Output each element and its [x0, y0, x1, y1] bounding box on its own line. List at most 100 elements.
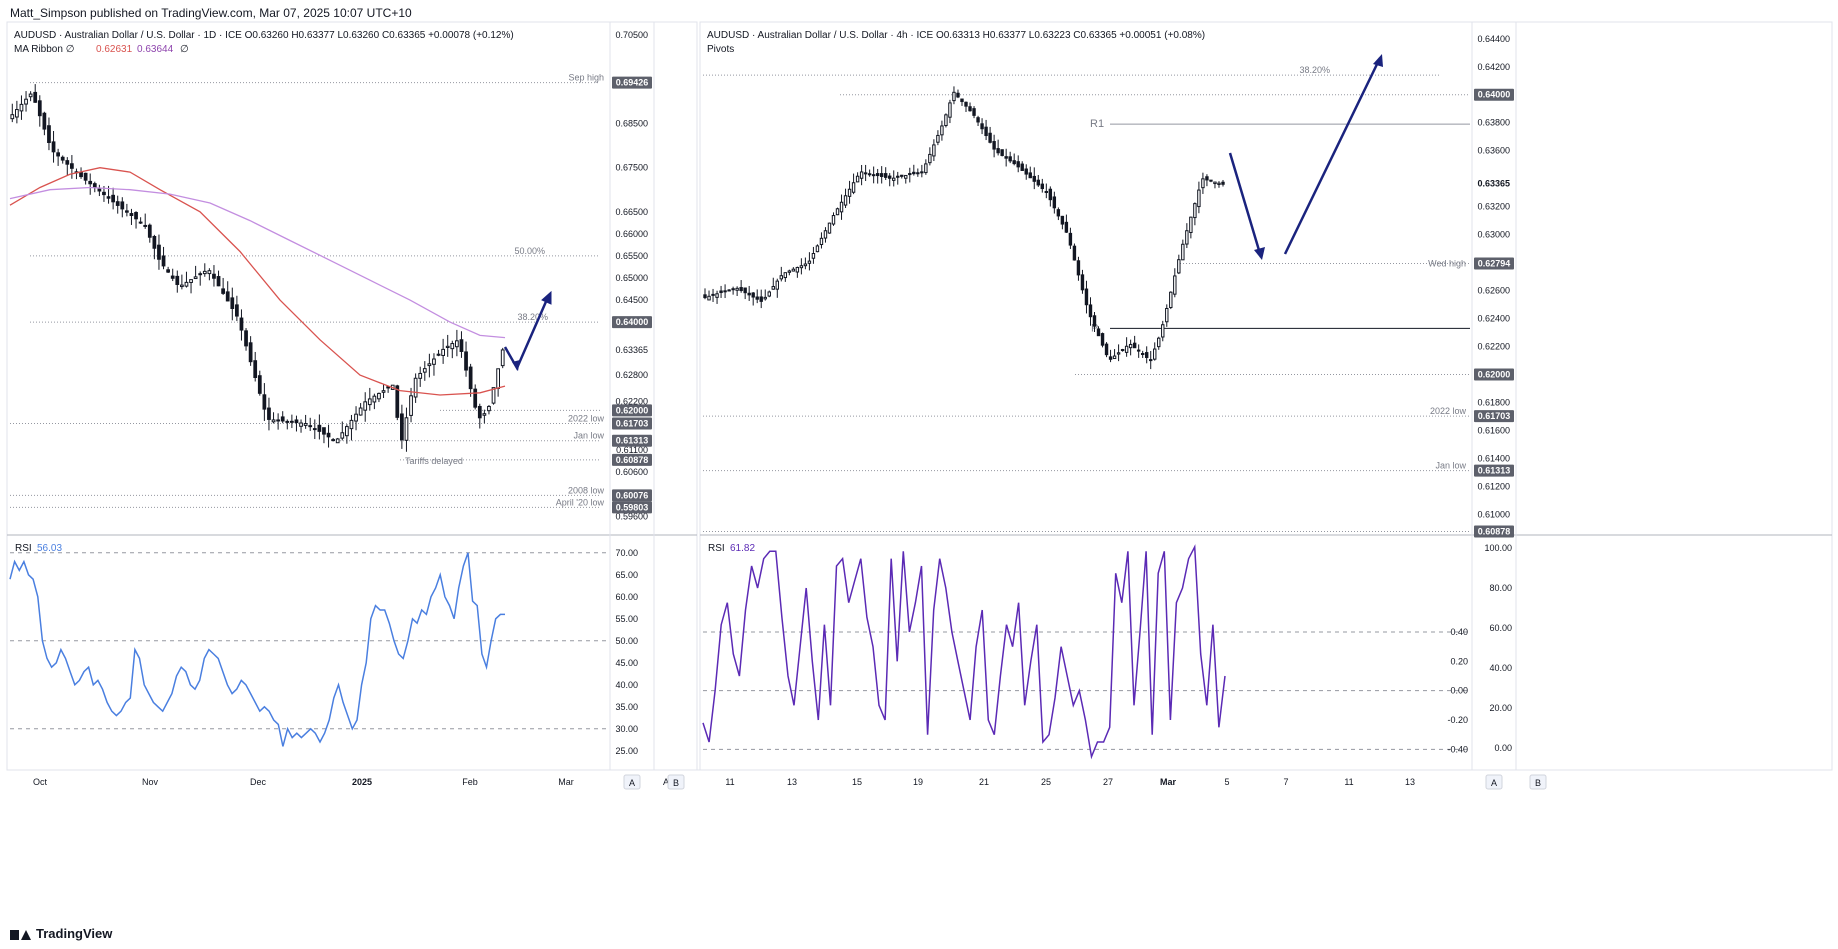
right-candle — [916, 172, 920, 175]
right-candle — [783, 272, 788, 279]
left-candle — [189, 279, 193, 283]
right-candle — [1028, 172, 1032, 179]
right-legend-title: AUDUSD · Australian Dollar / U.S. Dollar… — [707, 30, 1205, 41]
right-price-tick: 0.63200 — [1477, 202, 1510, 212]
right-candle — [831, 215, 836, 225]
right-candle — [1165, 307, 1169, 323]
left-price-tick: 0.62800 — [615, 370, 648, 380]
right-candle — [952, 91, 956, 102]
left-scale-btn-b — [667, 774, 685, 790]
right-candle — [1076, 260, 1081, 276]
right-candle — [992, 141, 996, 150]
left-candle — [340, 432, 345, 439]
right-candle — [1124, 345, 1129, 353]
left-candle — [225, 291, 230, 302]
right-candle — [739, 287, 743, 292]
right-candle — [735, 287, 739, 291]
left-level-label: Sep high — [568, 73, 604, 83]
right-price-tick: 0.63000 — [1477, 230, 1510, 240]
left-legend-hide: ∅ — [180, 44, 189, 55]
left-candle — [235, 304, 239, 317]
right-rsi-inner-tick: -0.40 — [1447, 744, 1468, 754]
left-candle — [19, 103, 24, 112]
right-price-tag — [1474, 88, 1514, 101]
left-candle — [115, 201, 120, 206]
right-candle — [1140, 353, 1145, 356]
right-candle — [1193, 203, 1197, 219]
right-candle — [948, 102, 952, 118]
left-candle — [111, 194, 115, 203]
right-price-tag — [1474, 410, 1514, 423]
right-candle — [1008, 156, 1012, 162]
right-candle — [896, 175, 900, 178]
right-candle — [871, 174, 876, 177]
left-candle — [363, 401, 368, 411]
left-candle — [198, 273, 203, 276]
left-candle — [294, 419, 299, 424]
right-candle — [1169, 291, 1173, 308]
right-candle — [795, 266, 800, 273]
ma-slow-line — [9, 186, 506, 339]
right-candle — [1052, 196, 1057, 209]
left-level-label: Jan low — [573, 431, 604, 441]
left-price-tick: 0.64500 — [615, 295, 648, 305]
left-level-label: 2008 low — [568, 485, 605, 495]
right-rsi-outer-tick: 100.00 — [1484, 543, 1512, 553]
right-down-arrow-head — [1254, 247, 1265, 260]
left-candle — [33, 91, 38, 103]
tradingview-footer[interactable]: TradingView — [10, 926, 112, 941]
right-price-tick: 0.63600 — [1477, 146, 1510, 156]
right-candle — [815, 245, 820, 253]
left-price-tag — [612, 489, 652, 502]
right-candle — [1161, 324, 1165, 338]
left-candle — [477, 405, 482, 419]
right-candle — [855, 175, 860, 183]
left-candle — [257, 375, 262, 394]
right-down-arrow — [1228, 152, 1263, 258]
left-rsi-tick: 55.00 — [615, 614, 638, 624]
left-candle — [180, 284, 184, 288]
right-candle — [827, 222, 832, 234]
left-candle — [202, 270, 207, 275]
right-candle — [879, 173, 884, 177]
right-price-tag — [1474, 257, 1514, 270]
left-price-tick: 0.61100 — [616, 445, 648, 455]
right-price-tick: 0.62600 — [1477, 286, 1510, 296]
right-price-tick: 0.61600 — [1477, 425, 1510, 435]
right-level-label: Wed high — [1428, 258, 1466, 268]
left-time-tick: Feb — [462, 777, 478, 787]
left-candle — [193, 276, 198, 280]
right-time-tick: 19 — [913, 777, 923, 787]
left-candle — [473, 388, 478, 408]
right-candle — [1016, 161, 1020, 168]
right-candle — [1197, 189, 1201, 208]
right-level-label: 2022 low — [1430, 406, 1467, 416]
right-candle — [1153, 348, 1157, 360]
right-candle — [807, 260, 812, 264]
left-candle — [42, 112, 47, 130]
left-candle — [413, 377, 418, 398]
left-candle — [280, 416, 285, 422]
right-scale-btn-b — [1529, 774, 1547, 790]
left-rsi-line — [9, 552, 505, 747]
right-price-tag — [1474, 368, 1514, 381]
right-rsi-value: 61.82 — [730, 543, 755, 554]
left-price-tag — [612, 417, 652, 430]
left-candle — [24, 98, 28, 105]
right-candle — [936, 134, 940, 143]
left-price-tag-label: 0.64000 — [616, 317, 649, 327]
right-candle — [1120, 349, 1125, 352]
left-candle — [441, 348, 445, 356]
left-candle — [161, 255, 166, 267]
right-candle — [1132, 342, 1137, 349]
right-candle — [1177, 259, 1181, 274]
left-candle — [106, 196, 111, 199]
left-price-tag-label: 0.59803 — [616, 502, 649, 512]
left-candle — [290, 420, 294, 423]
left-candle — [120, 201, 125, 210]
left-candle — [427, 363, 432, 367]
left-candle — [138, 221, 143, 224]
ma-fast-line — [9, 167, 506, 396]
left-candle — [125, 210, 129, 213]
